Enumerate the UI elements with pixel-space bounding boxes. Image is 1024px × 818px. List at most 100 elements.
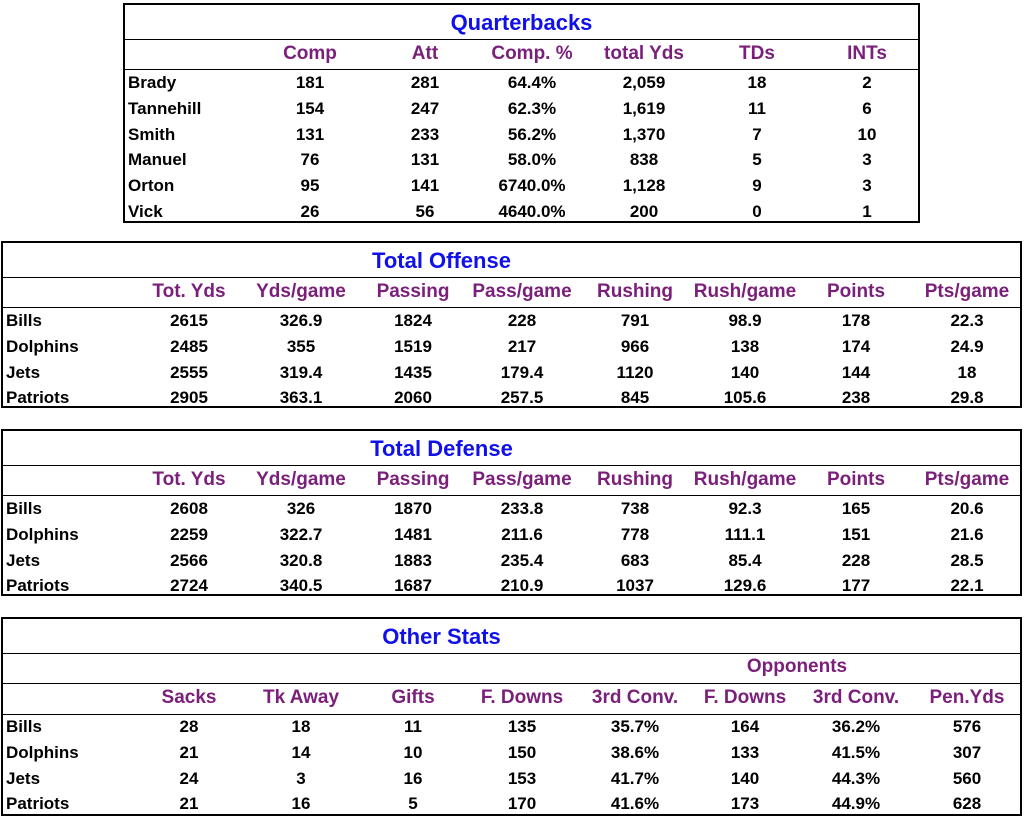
table-cell: 154 [295,99,325,118]
column-header: Tk Away [262,687,340,708]
table-cell: 41.6% [610,794,660,813]
table-cell: 41.7% [610,769,660,788]
table-cell: 3 [296,769,306,788]
column-header: Pass/game [472,469,572,490]
table-cell: 1687 [394,576,432,595]
column-header: F. Downs [703,687,787,708]
column-header: Passing [376,469,450,490]
table-cell: 16 [403,769,423,788]
table-cell: 1037 [616,576,654,595]
table-cell: 141 [410,176,440,195]
table-cell: 140 [730,363,760,382]
total-offense-table: Total Offense Tot. Yds Yds/game Passing Pas… [1,241,1022,408]
table-cell: 105.6 [723,388,767,407]
table-cell: 9 [752,176,762,195]
table-cell: 211.6 [501,525,543,544]
divider [3,307,1020,308]
table-cell: 3 [862,150,872,169]
column-header: Rush/game [693,281,797,302]
column-header: 3rd Conv. [812,687,900,708]
divider [3,714,1020,715]
table-cell: 2615 [170,311,208,330]
table-title: Quarterbacks [450,10,593,35]
table-cell: 1824 [394,311,432,330]
table-cell: 85.4 [728,551,762,570]
table-cell: 1519 [394,337,432,356]
table-cell: 320.8 [279,551,323,570]
table-cell: 36.2% [831,717,881,736]
column-header: Pts/game [924,469,1010,490]
table-cell: 173 [730,794,760,813]
column-header: Passing [376,281,450,302]
divider [3,683,1020,684]
row-label: Bills [6,311,42,330]
table-cell: 2259 [170,525,208,544]
table-cell: 233.8 [500,499,544,518]
table-cell: 576 [952,717,982,736]
table-cell: 150 [507,743,537,762]
table-cell: 18 [291,717,311,736]
table-cell: 210.9 [500,576,544,595]
row-label: Jets [6,769,41,788]
table-cell: 133 [730,743,760,762]
table-cell: 24.9 [950,337,984,356]
table-cell: 7 [752,125,762,144]
table-cell: 111.1 [724,525,766,544]
table-cell: 26 [300,202,320,221]
table-cell: 778 [620,525,650,544]
table-cell: 95 [300,176,320,195]
column-header: Tot. Yds [152,281,226,302]
table-cell: 2485 [170,337,208,356]
row-label: Patriots [6,388,70,407]
table-cell: 41.5% [831,743,881,762]
table-cell: 16 [291,794,311,813]
column-header: 3rd Conv. [591,687,679,708]
table-cell: 322.7 [279,525,323,544]
table-cell: 98.9 [728,311,762,330]
table-cell: 845 [620,388,650,407]
table-cell: 200 [629,202,659,221]
table-cell: 140 [730,769,760,788]
table-cell: 151 [841,525,871,544]
table-cell: 1883 [394,551,432,570]
total-defense-table: Total Defense Tot. Yds Yds/game Passing Pas… [1,429,1022,596]
divider [125,39,918,40]
column-header: TDs [739,43,775,64]
table-cell: 58.0% [507,150,557,169]
column-header: Pts/game [924,281,1010,302]
table-cell: 131 [410,150,440,169]
table-cell: 5 [752,150,762,169]
table-cell: 2724 [170,576,208,595]
column-header: Yds/game [256,281,346,302]
table-cell: 178 [841,311,871,330]
row-label: Dolphins [6,337,79,356]
table-title: Total Defense [370,436,513,461]
table-cell: 144 [841,363,871,382]
table-cell: 131 [295,125,325,144]
table-cell: 20.6 [950,499,984,518]
table-title: Other Stats [382,624,501,649]
table-cell: 2,059 [622,73,666,92]
table-cell: 233 [410,125,440,144]
row-label: Patriots [6,576,70,595]
table-cell: 6 [862,99,872,118]
column-header: Att [411,43,439,64]
table-cell: 92.3 [728,499,762,518]
table-cell: 257.5 [500,388,544,407]
table-cell: 56.2% [507,125,557,144]
table-cell: 6740.0% [498,176,566,195]
table-cell: 22.3 [950,311,984,330]
table-cell: 38.6% [610,743,660,762]
table-cell: 2060 [394,388,432,407]
table-cell: 0 [752,202,762,221]
table-cell: 247 [410,99,440,118]
table-cell: 1,128 [622,176,666,195]
divider [3,495,1020,496]
column-header: Gifts [391,687,435,708]
table-cell: 11 [404,717,422,736]
table-cell: 44.3% [831,769,881,788]
table-cell: 1 [862,202,872,221]
table-cell: 683 [620,551,650,570]
table-cell: 44.9% [831,794,881,813]
table-cell: 217 [507,337,537,356]
